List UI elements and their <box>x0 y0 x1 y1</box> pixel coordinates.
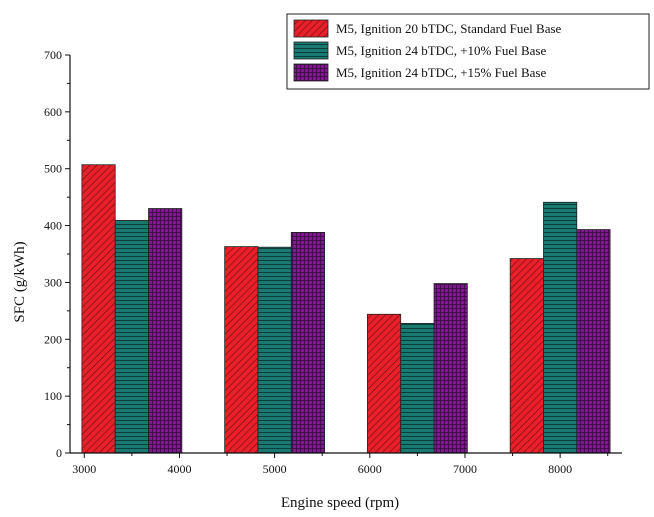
y-tick-label: 300 <box>44 275 62 289</box>
bar <box>81 164 116 454</box>
y-tick-label: 500 <box>44 162 62 176</box>
y-tick-label: 700 <box>44 48 62 62</box>
bar <box>290 231 325 454</box>
legend-label: M5, Ignition 24 bTDC, +10% Fuel Base <box>336 43 546 58</box>
y-tick-label: 600 <box>44 105 62 119</box>
y-tick-label: 100 <box>44 389 62 403</box>
y-tick-label: 400 <box>44 219 62 233</box>
bar <box>433 283 468 454</box>
x-tick-label: 5000 <box>263 462 287 476</box>
y-tick-label: 0 <box>56 446 62 460</box>
axes-layer: 0 100 200 300 400 500 600 700 3000 4000 5000 6000 70… <box>44 48 622 476</box>
legend-label: M5, Ignition 20 bTDC, Standard Fuel Base <box>336 21 562 36</box>
x-tick-label: 7000 <box>453 462 477 476</box>
legend-swatch <box>293 19 329 38</box>
bar <box>509 258 544 454</box>
legend-box <box>286 13 650 90</box>
bar <box>400 322 435 454</box>
x-tick-label: 6000 <box>358 462 382 476</box>
y-tick-label: 200 <box>44 332 62 346</box>
legend-label: M5, Ignition 24 bTDC, +15% Fuel Base <box>336 65 546 80</box>
x-tick-label: 4000 <box>167 462 191 476</box>
bar <box>224 246 259 454</box>
x-axis-label: Engine speed (rpm) <box>281 495 399 511</box>
legend-swatch <box>293 41 329 60</box>
bars-layer <box>81 164 611 454</box>
bar <box>543 201 578 454</box>
legend-swatch <box>293 63 329 82</box>
legend: M5, Ignition 20 bTDC, Standard Fuel Base… <box>286 13 650 90</box>
x-tick-label: 8000 <box>548 462 572 476</box>
bar <box>114 220 149 454</box>
bar <box>257 246 292 454</box>
x-tick-label: 3000 <box>72 462 96 476</box>
bar <box>367 313 402 454</box>
y-axis-label: SFC (g/kWh) <box>12 241 28 322</box>
bar <box>148 208 183 454</box>
bar <box>576 229 611 454</box>
